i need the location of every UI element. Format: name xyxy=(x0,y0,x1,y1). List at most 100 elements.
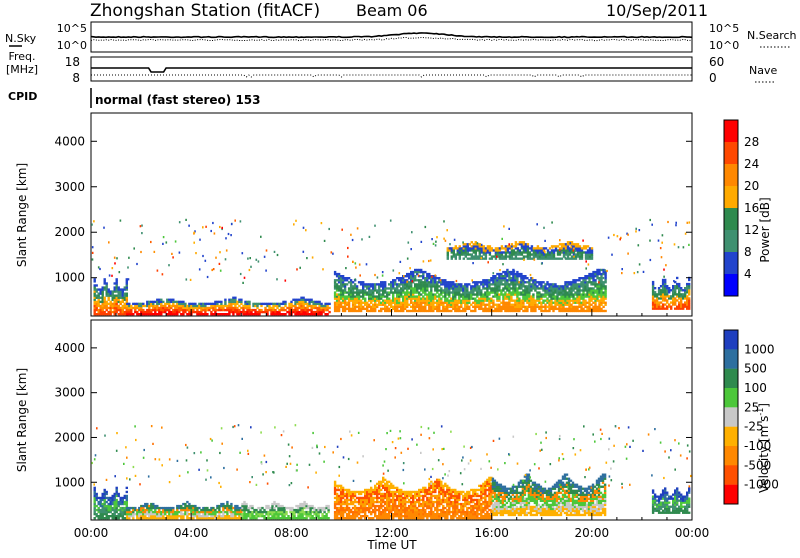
echo-cell xyxy=(281,505,283,507)
echo-cell xyxy=(546,281,548,283)
echo-cell xyxy=(410,285,412,287)
echo-cell xyxy=(475,253,477,255)
echo-cell xyxy=(172,256,174,258)
echo-cell xyxy=(410,300,412,302)
echo-cell xyxy=(406,281,408,283)
echo-cell xyxy=(552,293,554,295)
echo-cell xyxy=(126,487,128,489)
echo-cell xyxy=(352,239,354,241)
echo-cell xyxy=(130,309,132,311)
echo-cell xyxy=(118,299,120,301)
echo-cell xyxy=(382,505,384,507)
echo-cell xyxy=(327,511,329,513)
echo-cell xyxy=(126,301,128,303)
echo-cell xyxy=(374,511,376,513)
echo-cell xyxy=(688,285,690,287)
echo-cell xyxy=(152,503,154,505)
echo-cell xyxy=(273,509,275,511)
echo-cell xyxy=(164,311,166,313)
echo-cell xyxy=(688,279,690,281)
echo-cell xyxy=(495,258,497,260)
echo-cell xyxy=(674,297,676,299)
echo-cell xyxy=(162,243,164,245)
echo-cell xyxy=(575,258,577,260)
echo-cell xyxy=(374,507,376,509)
echo-cell xyxy=(380,298,382,300)
echo-cell xyxy=(540,298,542,300)
echo-cell xyxy=(508,302,510,304)
echo-cell xyxy=(559,249,561,251)
echo-cell xyxy=(238,305,240,307)
echo-cell xyxy=(104,299,106,301)
echo-cell xyxy=(490,298,492,300)
echo-cell xyxy=(580,306,582,308)
echo-cell xyxy=(322,268,324,270)
echo-cell xyxy=(518,298,520,300)
echo-cell xyxy=(508,285,510,287)
echo-cell xyxy=(454,298,456,300)
y-tick-label: 4000 xyxy=(54,134,85,148)
echo-cell xyxy=(176,313,178,315)
echo-cell xyxy=(224,299,226,301)
echo-cell xyxy=(120,295,122,297)
echo-cell xyxy=(118,305,120,307)
echo-cell xyxy=(400,261,402,263)
echo-cell xyxy=(578,291,580,293)
echo-cell xyxy=(663,269,665,271)
echo-cell xyxy=(348,507,350,509)
echo-cell xyxy=(478,287,480,289)
echo-cell xyxy=(299,505,301,507)
echo-cell xyxy=(352,293,354,295)
echo-cell xyxy=(434,293,436,295)
echo-cell xyxy=(675,224,677,226)
echo-cell xyxy=(406,289,408,291)
echo-cell xyxy=(120,309,122,311)
echo-cell xyxy=(544,304,546,306)
echo-cell xyxy=(578,287,580,289)
echo-cell xyxy=(440,279,442,281)
echo-cell xyxy=(356,287,358,289)
echo-cell xyxy=(120,515,122,517)
nave-tick-bottom: 0 xyxy=(709,71,717,85)
echo-cell xyxy=(485,250,487,252)
echo-cell xyxy=(411,231,413,233)
echo-cell xyxy=(414,308,416,310)
echo-cell xyxy=(313,517,315,519)
echo-cell xyxy=(372,517,374,519)
echo-cell xyxy=(418,501,420,503)
echo-cell xyxy=(588,306,590,308)
echo-cell xyxy=(404,499,406,501)
echo-cell xyxy=(118,505,120,507)
echo-cell xyxy=(662,293,664,295)
echo-cell xyxy=(293,513,295,515)
echo-cell xyxy=(336,283,338,285)
echo-cell xyxy=(342,491,344,493)
echo-cell xyxy=(283,509,285,511)
echo-cell xyxy=(432,304,434,306)
echo-cell xyxy=(545,247,547,249)
echo-cell xyxy=(604,304,606,306)
echo-cell xyxy=(260,236,262,238)
echo-cell xyxy=(392,295,394,297)
echo-cell xyxy=(470,304,472,306)
echo-cell xyxy=(516,279,518,281)
echo-cell xyxy=(376,306,378,308)
echo-cell xyxy=(104,311,106,313)
echo-cell xyxy=(299,513,301,515)
echo-cell xyxy=(680,301,682,303)
echo-cell xyxy=(199,239,201,241)
echo-cell xyxy=(688,293,690,295)
echo-cell xyxy=(581,249,583,251)
echo-cell xyxy=(94,507,96,509)
echo-cell xyxy=(355,267,357,269)
echo-cell xyxy=(226,249,228,251)
nsky-trace xyxy=(91,33,692,38)
echo-cell xyxy=(116,284,118,286)
echo-cell xyxy=(346,505,348,507)
echo-cell xyxy=(179,221,181,223)
echo-cell xyxy=(590,300,592,302)
echo-cell xyxy=(251,507,253,509)
echo-cell xyxy=(386,306,388,308)
echo-cell xyxy=(162,515,164,517)
echo-cell xyxy=(142,309,144,311)
